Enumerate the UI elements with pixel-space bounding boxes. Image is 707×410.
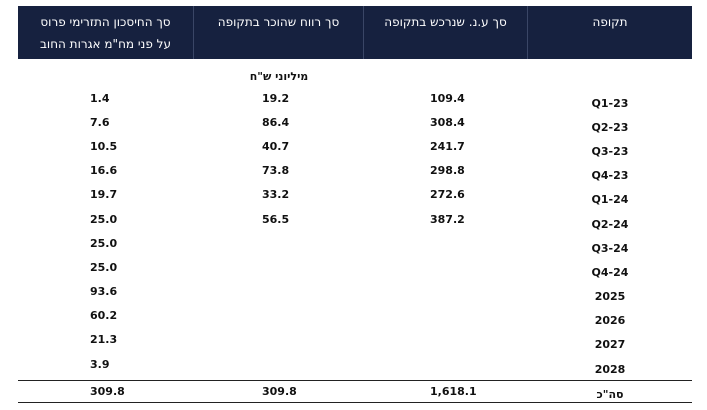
units-cell: 298.8 <box>430 164 465 178</box>
saving-cell: 25.0 <box>90 236 118 250</box>
units-cell: 109.4 <box>430 91 465 105</box>
table-row: 2028 3.9 <box>18 352 692 376</box>
table-row: Q4-23 298.8 73.8 16.6 <box>18 159 692 183</box>
total-row: סה"כ 1,618.1 309.8 309.8 <box>18 380 692 404</box>
table-row: 2026 60.2 <box>18 304 692 328</box>
period-cell: Q4-23 <box>591 169 629 183</box>
header-profit-recognized: סך רווח שהוכר בתקופה <box>194 6 364 59</box>
table-row: Q2-23 308.4 86.4 7.6 <box>18 110 692 134</box>
period-cell: Q3-23 <box>591 144 629 158</box>
profit-cell: 86.4 <box>262 115 290 129</box>
header-cash-saving-line1: סך החיסכון התזרימי פרוס <box>40 15 171 29</box>
period-cell: Q3-24 <box>591 241 629 255</box>
total-units: 1,618.1 <box>430 385 477 399</box>
table-body: Q1-23 109.4 19.2 1.4 Q2-23 308.4 86.4 7.6 Q3-23 2… <box>18 86 692 376</box>
profit-cell: 73.8 <box>262 164 290 178</box>
period-cell: 2027 <box>594 338 626 352</box>
period-cell: Q4-24 <box>591 265 629 279</box>
table-row: Q2-24 387.2 56.5 25.0 <box>18 207 692 231</box>
total-label: סה"כ <box>596 388 624 402</box>
period-cell: Q1-23 <box>591 96 629 110</box>
saving-cell: 25.0 <box>90 260 118 274</box>
saving-cell: 21.3 <box>90 333 118 347</box>
table-row: Q1-24 272.6 33.2 19.7 <box>18 183 692 207</box>
table-row: 2025 93.6 <box>18 280 692 304</box>
total-profit: 309.8 <box>262 385 297 399</box>
period-cell: Q2-23 <box>591 120 629 134</box>
units-cell: 272.6 <box>430 188 465 202</box>
period-cell: 2026 <box>594 314 626 328</box>
period-cell: 2025 <box>594 290 626 304</box>
profit-cell: 33.2 <box>262 188 290 202</box>
saving-cell: 93.6 <box>90 285 118 299</box>
header-cash-saving: סך החיסכון התזרימי פרוס על פני מח"מ אגרו… <box>18 6 194 59</box>
header-period: תקופה <box>592 15 628 29</box>
units-cell: 241.7 <box>430 139 465 153</box>
table-row: 2027 21.3 <box>18 328 692 352</box>
units-cell: 308.4 <box>430 115 465 129</box>
period-cell: Q2-24 <box>591 217 629 231</box>
table-row: Q1-23 109.4 19.2 1.4 <box>18 86 692 110</box>
saving-cell: 10.5 <box>90 139 118 153</box>
units-row: מיליוני ש"ח <box>18 59 692 86</box>
saving-cell: 7.6 <box>90 115 110 129</box>
profit-cell: 19.2 <box>262 91 290 105</box>
profit-cell: 40.7 <box>262 139 290 153</box>
table-row: Q4-24 25.0 <box>18 255 692 279</box>
saving-cell: 60.2 <box>90 309 118 323</box>
period-cell: Q1-24 <box>591 193 629 207</box>
table-header: תקופה סך ע.נ. שנרכש בתקופה סך רווח שהוכר… <box>18 6 692 59</box>
table-row: Q3-23 241.7 40.7 10.5 <box>18 134 692 158</box>
table-row: Q3-24 25.0 <box>18 231 692 255</box>
saving-cell: 19.7 <box>90 188 118 202</box>
bond-buyback-table: תקופה סך ע.נ. שנרכש בתקופה סך רווח שהוכר… <box>18 6 692 404</box>
saving-cell: 25.0 <box>90 212 118 226</box>
total-saving: 309.8 <box>90 385 125 399</box>
header-units-purchased: סך ע.נ. שנרכש בתקופה <box>364 6 528 59</box>
saving-cell: 1.4 <box>90 91 110 105</box>
period-cell: 2028 <box>594 362 626 376</box>
units-label: מיליוני ש"ח <box>249 70 309 83</box>
header-cash-saving-line2: על פני מח"מ אגרות החוב <box>39 37 171 51</box>
saving-cell: 3.9 <box>90 357 110 371</box>
units-cell: 387.2 <box>430 212 465 226</box>
profit-cell: 56.5 <box>262 212 290 226</box>
saving-cell: 16.6 <box>90 164 118 178</box>
